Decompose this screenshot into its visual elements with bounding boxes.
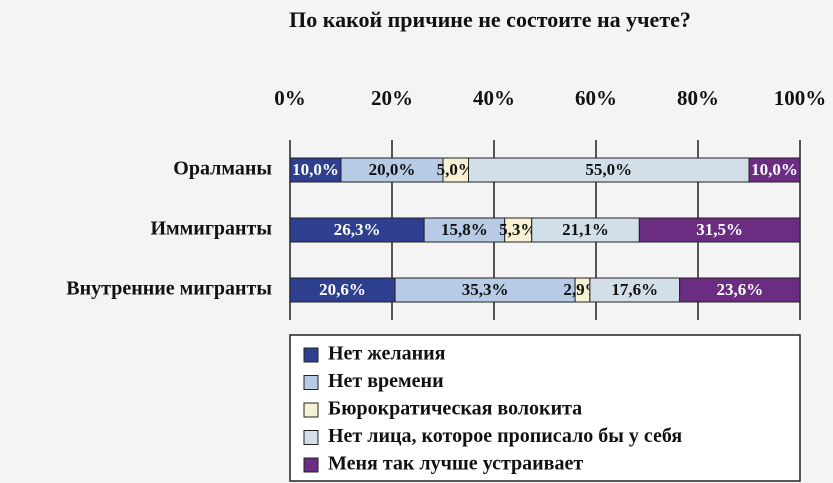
data-label: 21,1% xyxy=(562,220,609,239)
x-tick-label: 0% xyxy=(274,86,306,110)
x-tick-label: 20% xyxy=(371,86,413,110)
data-label: 10,0% xyxy=(292,160,339,179)
legend-label: Меня так лучше устраивает xyxy=(328,453,583,475)
chart-title: По какой причине не состоите на учете? xyxy=(289,7,691,32)
bar-segment xyxy=(289,277,396,303)
legend-label: Бюрократическая волокита xyxy=(328,398,582,420)
data-label: 20,6% xyxy=(319,280,366,299)
legend-swatch xyxy=(303,430,319,445)
data-label: 55,0% xyxy=(585,160,632,179)
data-label: 31,5% xyxy=(696,220,743,239)
bar-segment xyxy=(289,217,425,243)
data-label: 26,3% xyxy=(334,220,381,239)
bar-segment xyxy=(423,217,506,243)
legend-label: Нет желания xyxy=(328,343,446,365)
x-tick-label: 40% xyxy=(473,86,515,110)
bar-segment xyxy=(531,217,640,243)
y-tick-label: Иммигранты xyxy=(151,218,273,240)
legend-label: Нет времени xyxy=(328,370,444,392)
legend-swatch xyxy=(303,347,319,363)
y-tick-label: Оралманы xyxy=(173,158,272,180)
bar-segment xyxy=(589,277,681,303)
data-label: 15,8% xyxy=(441,220,488,239)
bar-segment xyxy=(638,217,801,243)
data-label: 20,0% xyxy=(369,160,416,179)
data-label: 17,6% xyxy=(611,280,658,299)
x-tick-label: 60% xyxy=(575,86,617,110)
bar-segment xyxy=(679,277,801,303)
data-label: 5,0% xyxy=(437,160,475,179)
y-tick-label: Внутренние мигранты xyxy=(66,278,272,300)
legend-swatch xyxy=(303,457,319,473)
x-tick-label: 80% xyxy=(677,86,719,110)
bar-segment xyxy=(748,157,801,183)
data-label: 23,6% xyxy=(716,280,763,299)
data-label: 5,3% xyxy=(499,220,537,239)
legend-label: Нет лица, которое прописало бы у себя xyxy=(328,425,682,447)
bar-segment xyxy=(442,157,469,183)
legend-swatch xyxy=(303,375,319,390)
legend-swatch xyxy=(303,402,319,418)
data-label: 10,0% xyxy=(751,160,798,179)
x-tick-label: 100% xyxy=(774,86,827,110)
legend-box xyxy=(289,334,801,482)
data-label: 35,3% xyxy=(462,280,509,299)
bar-segment xyxy=(468,157,750,183)
